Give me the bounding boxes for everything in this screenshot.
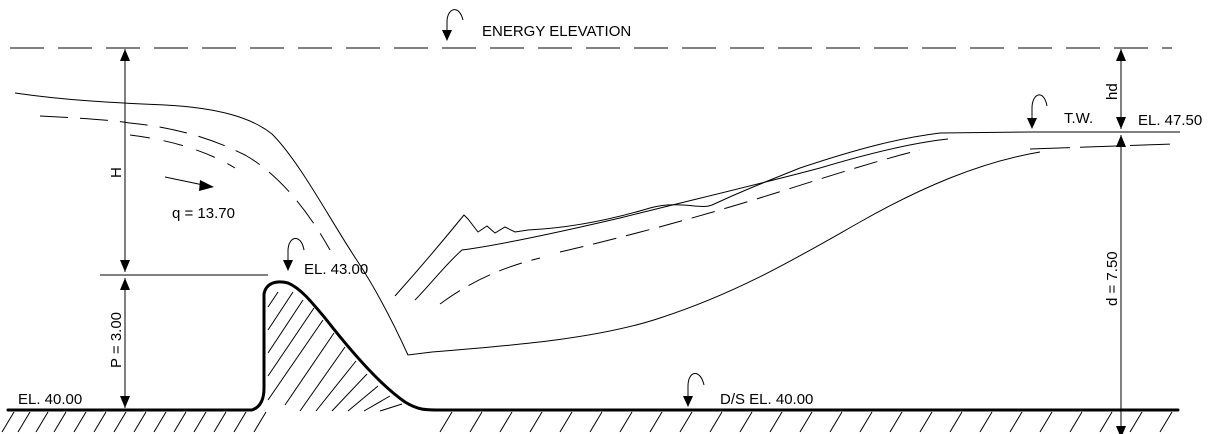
jump-upper-roller [414,138,949,301]
weir-body [6,280,1180,412]
jump-inner-dashes [439,149,921,305]
head-loss-label: hd [1104,83,1121,100]
discharge-label: q = 13.70 [172,205,235,222]
tailwater-symbol-icon [1027,94,1048,129]
head-label: H [108,167,125,178]
downstream-floor-label: D/S EL. 40.00 [720,391,813,408]
upstream-flow-lines [39,115,331,251]
jump-lower-boundary [431,151,1041,353]
upstream-floor-label: EL. 40.00 [18,391,82,408]
tailwater-dashes [1029,143,1173,150]
head-loss-dimension [1116,49,1126,129]
floor-hatching [1,411,1173,433]
jump-roller-surface [394,131,1031,297]
downstream-elevation-symbol-icon [683,373,705,407]
tailwater-label: T.W. [1064,110,1093,127]
tailwater-elevation-label: EL. 47.50 [1138,112,1202,129]
weir-hatching [267,291,403,412]
crest-elevation-symbol-icon [283,238,305,271]
upstream-water-surface [14,92,433,356]
tailwater-depth-dimension [1116,135,1126,434]
crest-height-label: P = 3.00 [108,312,125,368]
flow-direction-arrow-icon [164,176,214,191]
crest-elevation-label: EL. 43.00 [304,261,368,278]
energy-elevation-symbol-icon [442,9,464,41]
upstream-flow-lines-2 [129,134,236,169]
crest-height-dimension [120,278,130,408]
tailwater-depth-label: d = 7.50 [1104,251,1121,306]
energy-elevation-label: ENERGY ELEVATION [482,23,631,40]
head-dimension [120,49,130,272]
